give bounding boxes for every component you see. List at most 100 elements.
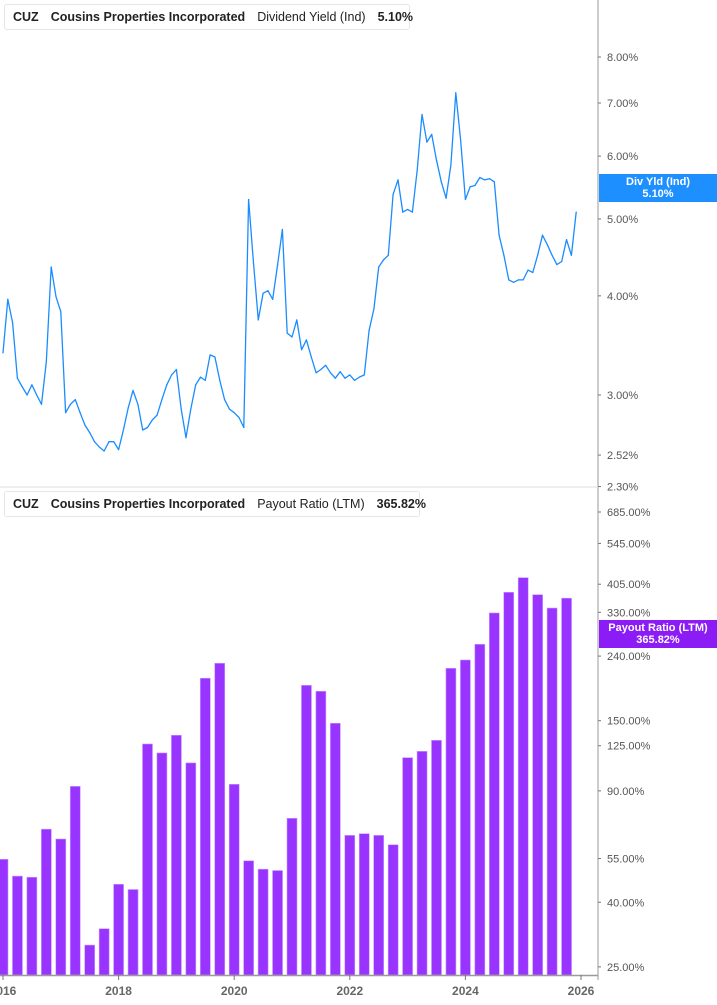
payout-bar bbox=[402, 757, 413, 976]
yield-point bbox=[223, 399, 226, 401]
payout-bar bbox=[55, 838, 67, 976]
yield-point bbox=[484, 179, 486, 181]
axes: 8.00% 7.00% 6.00% 5.00% 4.00% 3.00% 2.52% 2.30%… bbox=[0, 0, 651, 998]
yield-point bbox=[561, 260, 563, 263]
yield-point bbox=[233, 412, 235, 414]
current-yield-tag: Div Yld (Ind) 5.10% bbox=[599, 174, 717, 202]
yield-point bbox=[551, 254, 553, 256]
yield-point bbox=[55, 296, 57, 298]
yield-point bbox=[305, 339, 308, 341]
yield-point bbox=[84, 424, 86, 426]
y-tick-label: 2.30% bbox=[607, 482, 638, 494]
yield-point bbox=[98, 446, 100, 448]
payout-bar bbox=[301, 685, 312, 976]
payout-bar bbox=[272, 870, 283, 976]
payout-bar bbox=[98, 928, 110, 976]
yield-point bbox=[142, 429, 144, 431]
yield-point bbox=[238, 416, 240, 419]
yield-point bbox=[248, 198, 250, 201]
yield-point bbox=[503, 254, 505, 256]
yield-point bbox=[474, 184, 476, 187]
yield-point bbox=[2, 352, 4, 354]
yield-point bbox=[267, 290, 269, 292]
y-tick-label: 6.00% bbox=[607, 151, 638, 163]
yield-point bbox=[199, 376, 202, 378]
payout-bar bbox=[517, 577, 529, 976]
yield-point bbox=[570, 254, 572, 256]
yield-point bbox=[532, 271, 534, 274]
payout-bar bbox=[26, 876, 38, 976]
y-tick-label: 405.00% bbox=[607, 579, 651, 591]
tag-value: 5.10% bbox=[642, 188, 674, 200]
yield-point bbox=[450, 164, 452, 166]
yield-point bbox=[329, 372, 332, 374]
yield-point bbox=[349, 374, 351, 376]
payout-bar bbox=[243, 860, 254, 976]
yield-point bbox=[40, 403, 43, 405]
yield-point bbox=[378, 266, 380, 268]
yield-point bbox=[243, 426, 245, 429]
yield-point bbox=[108, 441, 110, 443]
yield-point bbox=[26, 394, 28, 396]
payout-bar bbox=[445, 668, 457, 976]
y-tick-label: 40.00% bbox=[607, 897, 645, 909]
payout-bar bbox=[315, 690, 327, 976]
yield-point bbox=[508, 279, 510, 281]
payout-bar bbox=[12, 875, 23, 976]
payout-bar bbox=[330, 722, 341, 976]
yield-point bbox=[113, 441, 115, 443]
yield-point bbox=[363, 374, 365, 376]
yield-point bbox=[402, 211, 404, 213]
yield-point bbox=[257, 319, 259, 321]
yield-point bbox=[272, 298, 274, 300]
yield-point bbox=[166, 384, 168, 386]
y-tick-label: 25.00% bbox=[607, 962, 645, 974]
x-tick-label: 2020 bbox=[221, 984, 248, 998]
payout-bar bbox=[171, 734, 182, 976]
payout-bar bbox=[228, 784, 240, 976]
yield-point bbox=[546, 244, 548, 246]
tag-label: Payout Ratio (LTM) bbox=[608, 622, 708, 634]
yield-point bbox=[464, 198, 466, 201]
yield-point bbox=[156, 414, 158, 416]
yield-point bbox=[214, 356, 216, 358]
tag-label: Div Yld (Ind) bbox=[626, 176, 690, 188]
yield-point bbox=[488, 178, 491, 180]
y-tick-label: 125.00% bbox=[607, 741, 651, 753]
bottom-legend: CUZ Cousins Properties Incorporated Payo… bbox=[4, 491, 426, 517]
yield-point bbox=[440, 181, 442, 183]
yield-point bbox=[435, 159, 438, 161]
yield-point bbox=[170, 374, 173, 376]
tag-value: 365.82% bbox=[636, 634, 680, 646]
legend-value: 365.82% bbox=[376, 497, 426, 511]
yield-point bbox=[262, 292, 264, 294]
yield-point bbox=[185, 437, 187, 439]
payout-bar bbox=[69, 786, 81, 976]
yield-point bbox=[175, 368, 177, 371]
payout-ratio-panel bbox=[0, 577, 572, 976]
yield-point bbox=[407, 208, 409, 211]
yield-point bbox=[556, 263, 558, 266]
x-tick-label: 2022 bbox=[336, 984, 363, 998]
yield-point bbox=[291, 336, 293, 338]
payout-bar bbox=[474, 644, 486, 976]
y-tick-label: 90.00% bbox=[607, 786, 645, 798]
yield-point bbox=[334, 377, 336, 379]
yield-point bbox=[315, 372, 317, 374]
yield-point bbox=[373, 308, 375, 310]
payout-bar bbox=[358, 833, 370, 976]
x-tick-label: 2016 bbox=[0, 984, 17, 998]
yield-point bbox=[575, 211, 577, 213]
yield-point bbox=[69, 403, 72, 405]
yield-point bbox=[7, 298, 9, 300]
payout-bar bbox=[127, 889, 139, 976]
yield-point bbox=[21, 386, 23, 388]
payout-bar bbox=[257, 868, 269, 976]
yield-point bbox=[103, 450, 105, 452]
yield-point bbox=[137, 403, 139, 405]
yield-point bbox=[228, 408, 230, 410]
yield-point bbox=[122, 429, 125, 431]
payout-bar bbox=[387, 844, 399, 976]
yield-point bbox=[344, 377, 346, 379]
payout-bar bbox=[460, 659, 471, 976]
